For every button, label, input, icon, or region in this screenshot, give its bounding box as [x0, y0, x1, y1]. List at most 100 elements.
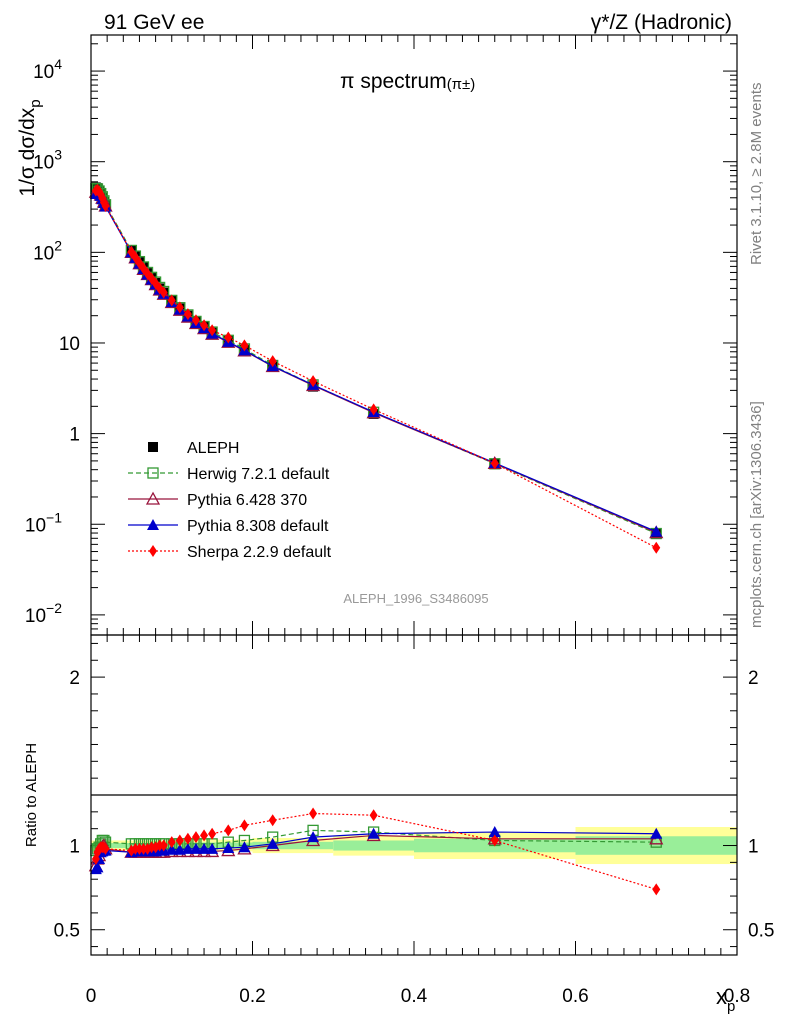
- ratio-xtick-label: 0.6: [562, 986, 588, 1007]
- legend-item-aleph: ALEPH: [148, 440, 239, 457]
- series-line-pythia-8-308-default: [95, 192, 657, 533]
- header-left: 91 GeV ee: [104, 11, 204, 34]
- series-sherpa-2-2-9-default: [91, 183, 661, 554]
- ratio-point-pythia-8-308-default: [189, 842, 202, 854]
- ratio-series-group: [88, 807, 664, 896]
- ratio-point-sherpa-2-2-9-default: [167, 836, 176, 849]
- ratio-point-pythia-8-308-default: [173, 843, 186, 855]
- ratio-band-inner: [575, 836, 737, 855]
- ratio-xtick-label: 0.2: [239, 986, 265, 1007]
- ratio-ytick-label-right: 0.5: [748, 921, 774, 942]
- ratio-point-pythia-8-308-default: [307, 831, 320, 843]
- legend-item-pythia-6-428-370: Pythia 6.428 370: [128, 491, 307, 509]
- ratio-point-sherpa-2-2-9-default: [309, 807, 318, 820]
- ratio-point-sherpa-2-2-9-default: [101, 842, 110, 855]
- ratio-point-sherpa-2-2-9-default: [369, 809, 378, 822]
- ratio-ytick-label-right: 2: [748, 668, 759, 689]
- ratio-xtick-label: 0: [86, 986, 97, 1007]
- point-sherpa-2-2-9-default: [175, 301, 184, 314]
- ratio-point-pythia-8-308-default: [266, 837, 279, 849]
- point-sherpa-2-2-9-default: [167, 294, 176, 307]
- point-sherpa-2-2-9-default: [240, 339, 249, 352]
- main-ytick-label: 10−1: [25, 509, 62, 536]
- point-sherpa-2-2-9-default: [652, 541, 661, 554]
- ratio-plot-frame: [90, 634, 738, 956]
- ratio-point-sherpa-2-2-9-default: [240, 819, 249, 832]
- analysis-watermark: ALEPH_1996_S3486095: [343, 591, 488, 606]
- ratio-point-pythia-8-308-default: [238, 841, 251, 853]
- ratio-point-pythia-8-308-default: [367, 827, 380, 839]
- ratio-ytick-label-left: 1: [69, 837, 80, 858]
- main-ytick-label: 10−2: [25, 600, 62, 627]
- main-ytick-label: 1: [69, 425, 80, 446]
- series-herwig-7-2-1-default: [90, 182, 662, 540]
- point-sherpa-2-2-9-default: [101, 199, 110, 212]
- ratio-ylabel: Ratio to ALEPH: [23, 743, 40, 847]
- legend-marker: [147, 519, 159, 530]
- point-sherpa-2-2-9-default: [191, 314, 200, 327]
- series-pythia-8-308-default: [89, 187, 663, 537]
- point-sherpa-2-2-9-default: [268, 355, 277, 368]
- point-sherpa-2-2-9-default: [208, 324, 217, 337]
- ratio-xlabel: xp: [716, 984, 735, 1015]
- main-plot: 10−2 10−1 1 10 102 103 104 π spectrum(π±) ALEP…: [16, 34, 738, 636]
- ratio-band-inner: [333, 840, 414, 851]
- ratio-point-sherpa-2-2-9-default: [268, 814, 277, 827]
- ratio-xtick-label: 0.8: [724, 986, 750, 1007]
- point-sherpa-2-2-9-default: [369, 403, 378, 416]
- ratio-point-pythia-8-308-default: [650, 827, 663, 839]
- legend-marker: [148, 442, 158, 452]
- legend-label: Pythia 6.428 370: [187, 492, 307, 509]
- header-right: γ*/Z (Hadronic): [591, 11, 732, 34]
- ratio-point-sherpa-2-2-9-default: [490, 834, 499, 847]
- ratio-point-sherpa-2-2-9-default: [147, 841, 156, 854]
- legend-label: ALEPH: [187, 440, 239, 457]
- main-ytick-label: 104: [33, 56, 62, 83]
- ratio-ytick-label-left: 2: [69, 668, 80, 689]
- main-axis-ticks: 10−2 10−1 1 10 102 103 104: [25, 35, 738, 636]
- ratio-point-pythia-8-308-default: [206, 842, 219, 854]
- ratio-point-pythia-8-308-default: [91, 861, 104, 873]
- ratio-point-sherpa-2-2-9-default: [175, 834, 184, 847]
- point-sherpa-2-2-9-default: [159, 286, 168, 299]
- ratio-point-sherpa-2-2-9-default: [191, 831, 200, 844]
- main-ytick-label: 103: [33, 147, 62, 174]
- legend-marker: [147, 467, 159, 479]
- ratio-point-pythia-8-308-default: [488, 826, 501, 838]
- point-sherpa-2-2-9-default: [200, 319, 209, 332]
- ratio-point-pythia-8-308-default: [181, 842, 194, 854]
- mcplots-label: mcplots.cern.ch [arXiv:1306.3436]: [748, 401, 765, 628]
- ratio-point-sherpa-2-2-9-default: [183, 832, 192, 845]
- ratio-point-pythia-8-308-default: [198, 842, 211, 854]
- ratio-point-sherpa-2-2-9-default: [139, 842, 148, 855]
- legend-label: Sherpa 2.2.9 default: [187, 544, 332, 561]
- ratio-point-sherpa-2-2-9-default: [135, 842, 144, 855]
- ratio-point-sherpa-2-2-9-default: [208, 827, 217, 840]
- point-pythia-8-308-default: [650, 525, 663, 537]
- legend-item-herwig-7-2-1-default: Herwig 7.2.1 default: [128, 466, 330, 483]
- legend-label: Pythia 8.308 default: [187, 518, 329, 535]
- ratio-point-sherpa-2-2-9-default: [155, 839, 164, 852]
- main-ytick-label: 10: [59, 334, 80, 355]
- ratio-point-sherpa-2-2-9-default: [224, 824, 233, 837]
- ratio-band-inner: [252, 841, 334, 850]
- legend-item-pythia-8-308-default: Pythia 8.308 default: [128, 518, 329, 535]
- main-series-group: [88, 182, 664, 554]
- ratio-xtick-label: 0.4: [401, 986, 428, 1007]
- point-sherpa-2-2-9-default: [183, 308, 192, 321]
- rivet-label: Rivet 3.1.10, ≥ 2.8M events: [748, 83, 765, 266]
- ratio-series-sherpa-2-2-9-default: [91, 807, 661, 896]
- series-aleph: [90, 182, 662, 540]
- main-title: π spectrum(π±): [340, 70, 475, 93]
- ratio-axis-ticks: 0 0.2 0.4 0.6 0.8 0.5 0.5 1 1 2 2: [54, 635, 774, 1007]
- legend-item-sherpa-2-2-9-default: Sherpa 2.2.9 default: [128, 544, 332, 561]
- ratio-point-pythia-8-308-default: [222, 842, 235, 854]
- ratio-point-sherpa-2-2-9-default: [131, 842, 140, 855]
- main-ytick-label: 102: [33, 237, 62, 264]
- legend: ALEPH Herwig 7.2.1 default Pythia 6.428 37…: [128, 440, 332, 561]
- ratio-line-herwig-7-2-1-default: [95, 829, 657, 851]
- legend-label: Herwig 7.2.1 default: [187, 466, 330, 483]
- ratio-point-sherpa-2-2-9-default: [652, 883, 661, 896]
- point-sherpa-2-2-9-default: [309, 375, 318, 388]
